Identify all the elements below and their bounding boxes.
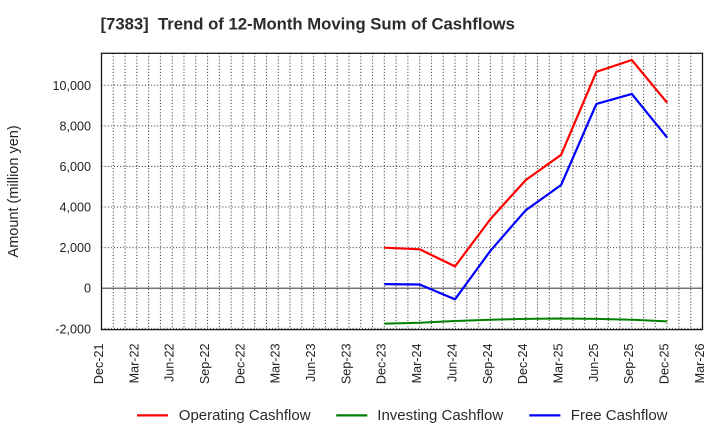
- svg-text:Jun-23: Jun-23: [304, 344, 318, 383]
- svg-text:Dec-22: Dec-22: [233, 344, 247, 385]
- svg-text:Operating Cashflow: Operating Cashflow: [179, 407, 311, 424]
- svg-text:0: 0: [84, 282, 91, 296]
- svg-text:Dec-24: Dec-24: [516, 344, 530, 385]
- svg-text:Dec-25: Dec-25: [658, 344, 672, 385]
- svg-text:Investing Cashflow: Investing Cashflow: [377, 407, 503, 424]
- svg-text:Sep-24: Sep-24: [481, 344, 495, 385]
- svg-text:Jun-22: Jun-22: [163, 344, 177, 383]
- svg-text:6,000: 6,000: [59, 160, 91, 174]
- svg-text:Mar-22: Mar-22: [127, 344, 141, 384]
- svg-text:Dec-21: Dec-21: [92, 344, 106, 385]
- svg-text:Sep-22: Sep-22: [198, 344, 212, 385]
- svg-text:Jun-25: Jun-25: [587, 344, 601, 383]
- svg-text:Sep-25: Sep-25: [622, 344, 636, 385]
- svg-text:Mar-24: Mar-24: [410, 344, 424, 384]
- svg-text:Free Cashflow: Free Cashflow: [571, 407, 668, 424]
- svg-text:Sep-23: Sep-23: [339, 344, 353, 385]
- svg-text:Dec-23: Dec-23: [375, 344, 389, 385]
- svg-text:4,000: 4,000: [59, 201, 91, 215]
- svg-text:Amount (million yen): Amount (million yen): [6, 125, 22, 257]
- svg-text:Mar-23: Mar-23: [269, 344, 283, 384]
- svg-text:-2,000: -2,000: [55, 322, 91, 336]
- svg-text:[7383] Trend of 12-Month Movi: [7383] Trend of 12-Month Moving Sum of C…: [101, 14, 515, 33]
- svg-text:2,000: 2,000: [59, 241, 91, 255]
- svg-text:Jun-24: Jun-24: [445, 344, 459, 383]
- svg-text:Mar-25: Mar-25: [551, 344, 565, 384]
- svg-text:Mar-26: Mar-26: [693, 344, 707, 384]
- svg-text:10,000: 10,000: [52, 79, 91, 93]
- svg-text:8,000: 8,000: [59, 119, 91, 133]
